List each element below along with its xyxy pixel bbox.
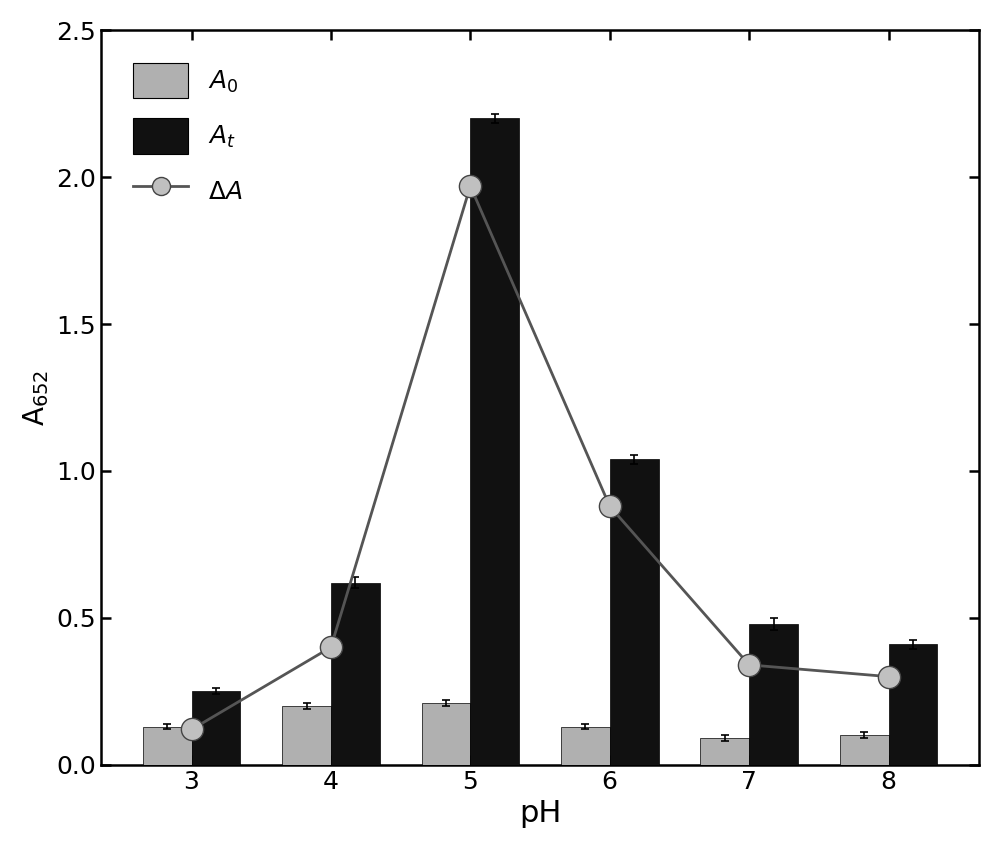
- Y-axis label: A$_{652}$: A$_{652}$: [21, 369, 51, 425]
- Bar: [610, 459, 659, 765]
- Bar: [840, 735, 889, 765]
- Bar: [889, 644, 937, 765]
- Bar: [192, 691, 240, 765]
- Bar: [749, 624, 798, 765]
- Bar: [470, 119, 519, 765]
- Bar: [331, 582, 380, 765]
- Bar: [282, 706, 331, 765]
- Bar: [700, 739, 749, 765]
- X-axis label: pH: pH: [519, 799, 561, 828]
- Legend: $A_0$, $A_t$, $\Delta A$: $A_0$, $A_t$, $\Delta A$: [113, 42, 263, 229]
- Bar: [422, 703, 470, 765]
- Bar: [143, 727, 192, 765]
- Bar: [561, 727, 610, 765]
